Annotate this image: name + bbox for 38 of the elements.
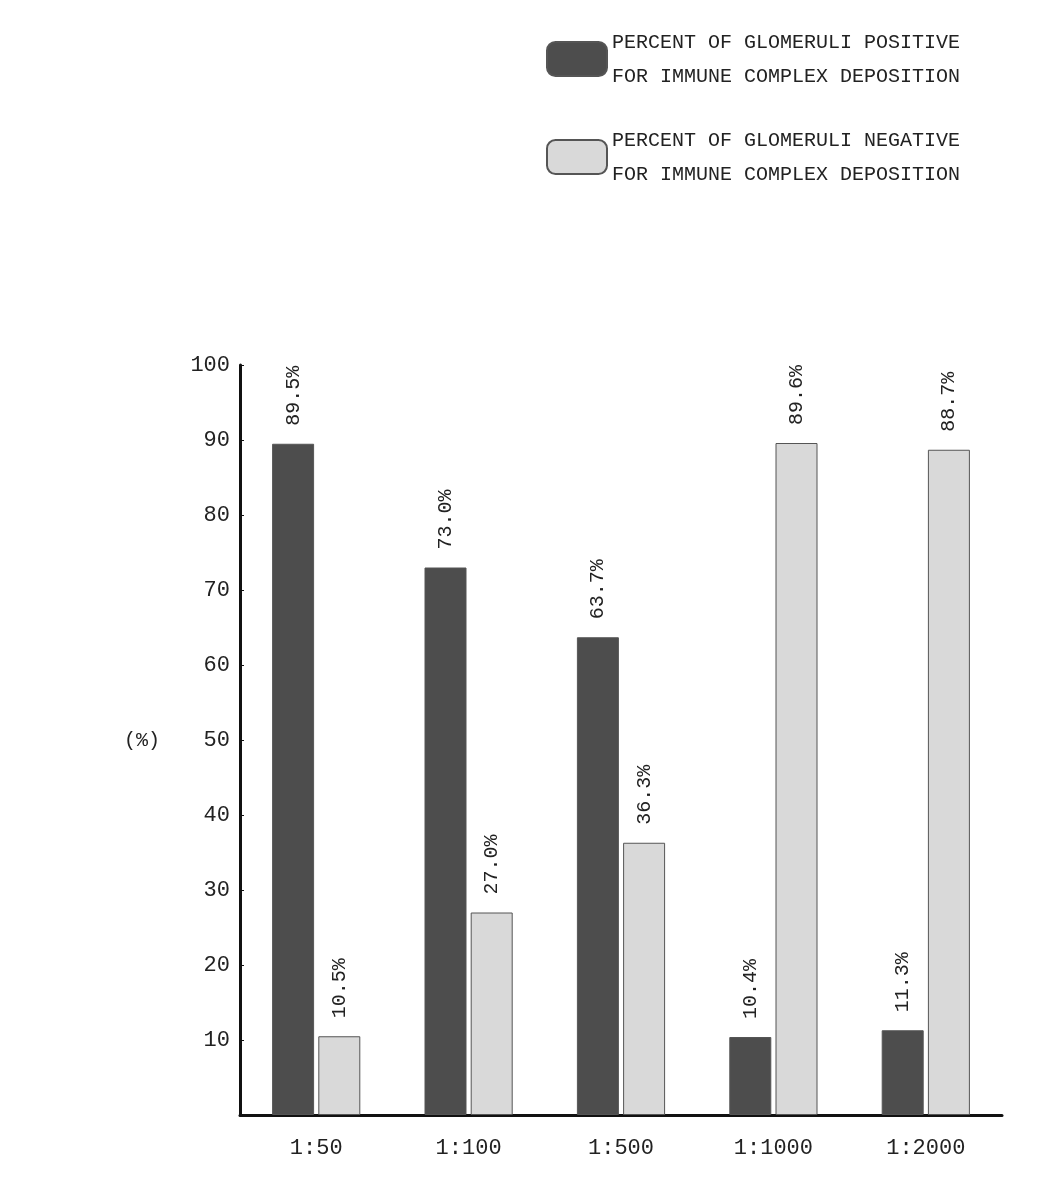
- bar: [318, 1036, 361, 1115]
- y-tick-label: 70: [203, 577, 230, 603]
- y-tick-label: 20: [203, 952, 230, 978]
- bar: [470, 912, 513, 1115]
- data-label: 36.3%: [632, 763, 656, 825]
- data-label: 73.0%: [434, 488, 457, 550]
- y-tick-label: 100: [190, 352, 230, 378]
- bar: [881, 1030, 924, 1115]
- bar: [576, 637, 619, 1115]
- y-axis-title: (%): [123, 728, 160, 752]
- y-tick-label: 10: [203, 1027, 230, 1053]
- x-tick-label: 1:500: [587, 1135, 655, 1161]
- y-tick-label: 50: [203, 727, 230, 753]
- data-label: 10.4%: [738, 957, 762, 1019]
- legend-label: PERCENT OF GLOMERULI NEGATIVE FOR IMMUNE COMPLEX DEPOSITION: [612, 128, 973, 186]
- y-tick-label: 60: [203, 652, 230, 678]
- bar: [927, 449, 970, 1115]
- bar: [729, 1037, 772, 1115]
- x-tick-label: 1:1000: [733, 1135, 814, 1161]
- x-tick-label: 1:100: [435, 1135, 502, 1161]
- bar: [424, 567, 467, 1115]
- y-tick-label: 80: [203, 502, 230, 528]
- data-label: 27.0%: [480, 833, 504, 895]
- data-label: 89.6%: [785, 363, 808, 425]
- bar: [272, 443, 315, 1115]
- legend-label: PERCENT OF GLOMERULI POSITIVE FOR IMMUNE COMPLEX DEPOSITION: [612, 30, 973, 88]
- data-label: 10.5%: [327, 957, 351, 1019]
- bar: [775, 443, 818, 1115]
- data-label: 88.7%: [937, 370, 961, 432]
- bar: [623, 842, 666, 1115]
- x-tick-label: 1:50: [289, 1135, 343, 1161]
- data-label: 11.3%: [891, 951, 915, 1013]
- y-tick-label: 90: [203, 427, 230, 453]
- x-tick-label: 1:2000: [886, 1135, 966, 1161]
- y-tick-label: 30: [203, 877, 230, 903]
- data-label: 89.5%: [281, 364, 305, 426]
- data-label: 63.7%: [586, 558, 610, 620]
- y-tick-label: 40: [203, 802, 230, 828]
